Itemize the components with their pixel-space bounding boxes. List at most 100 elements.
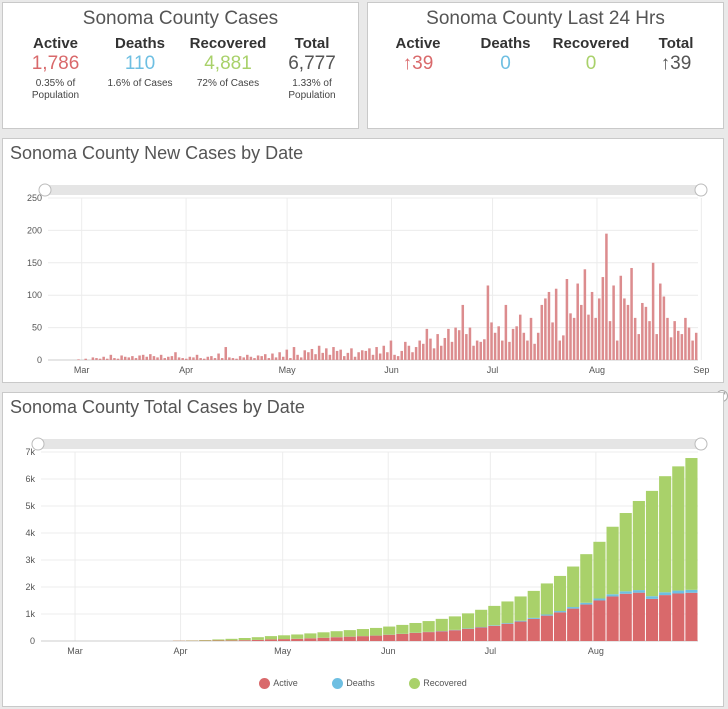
bar-new-cases bbox=[518, 314, 522, 360]
bar-new-cases bbox=[633, 317, 637, 360]
last24-total: Total ↑39 bbox=[636, 35, 716, 75]
bar-new-cases bbox=[414, 347, 418, 360]
bar-recovered bbox=[435, 618, 448, 632]
bar-recovered bbox=[540, 583, 553, 615]
range-handle-right bbox=[694, 183, 708, 197]
bar-new-cases bbox=[580, 304, 583, 360]
bar-new-cases bbox=[321, 352, 324, 360]
bar-new-cases bbox=[299, 357, 303, 360]
bar-deaths bbox=[527, 617, 540, 619]
bar-active bbox=[632, 592, 645, 641]
bar-recovered bbox=[396, 624, 409, 634]
bar-new-cases bbox=[393, 354, 396, 360]
bar-new-cases bbox=[486, 285, 490, 360]
bar-new-cases bbox=[684, 317, 687, 360]
last24-total-value: ↑39 bbox=[660, 53, 692, 74]
y-tick-label: 1k bbox=[25, 609, 35, 619]
bar-active bbox=[619, 593, 632, 641]
bar-new-cases bbox=[149, 354, 152, 360]
bar-new-cases bbox=[217, 353, 220, 360]
bar-new-cases bbox=[540, 304, 544, 360]
bar-new-cases bbox=[91, 357, 95, 360]
bar-new-cases bbox=[490, 322, 493, 360]
bar-new-cases bbox=[113, 358, 116, 360]
bar-new-cases bbox=[626, 304, 630, 360]
bar-new-cases bbox=[454, 327, 457, 360]
bar-new-cases bbox=[357, 352, 360, 360]
bar-new-cases bbox=[267, 358, 271, 360]
bar-new-cases bbox=[429, 338, 432, 360]
bar-new-cases bbox=[249, 356, 253, 360]
last24-recovered: Recovered 0 bbox=[546, 35, 636, 75]
bar-recovered bbox=[672, 466, 685, 591]
bar-new-cases bbox=[687, 327, 691, 360]
bar-new-cases bbox=[576, 283, 579, 360]
active-value: 1,786 bbox=[31, 53, 80, 74]
bar-active bbox=[645, 598, 659, 641]
bar-new-cases bbox=[547, 291, 551, 360]
x-tick-label: Apr bbox=[174, 646, 188, 656]
bar-new-cases bbox=[292, 347, 296, 360]
total-cases-panel: Sonoma County Total Cases by Date 0 1k 2k 3… bbox=[2, 392, 724, 707]
bar-recovered bbox=[645, 490, 659, 597]
bar-recovered bbox=[383, 626, 396, 635]
bar-new-cases bbox=[465, 334, 468, 360]
bar-new-cases bbox=[400, 350, 403, 360]
legend-item-active[interactable]: Active bbox=[259, 678, 298, 690]
bar-new-cases bbox=[533, 343, 536, 360]
legend-dot-recovered bbox=[409, 678, 421, 690]
bar-new-cases bbox=[185, 358, 188, 360]
range-scrollbar bbox=[40, 185, 706, 195]
recovered-label: Recovered bbox=[189, 35, 267, 52]
bar-recovered bbox=[199, 640, 212, 641]
bar-new-cases bbox=[289, 358, 292, 360]
bar-new-cases bbox=[439, 345, 443, 360]
bar-deaths bbox=[606, 594, 619, 597]
last24-recovered-value: 0 bbox=[585, 53, 597, 74]
bar-new-cases bbox=[662, 296, 666, 360]
x-tick-label: Jul bbox=[485, 646, 497, 656]
bar-active bbox=[553, 612, 567, 641]
bar-new-cases bbox=[335, 350, 339, 360]
legend-item-recovered[interactable]: Recovered bbox=[409, 678, 467, 690]
total-sub: 1.33% of Population bbox=[288, 78, 336, 101]
bar-new-cases bbox=[562, 335, 565, 360]
bar-recovered bbox=[251, 637, 264, 640]
deaths-sub: 1.6% of Cases bbox=[107, 78, 173, 89]
bar-new-cases bbox=[536, 332, 540, 360]
bar-new-cases bbox=[659, 283, 662, 360]
bar-new-cases bbox=[479, 341, 482, 360]
bar-recovered bbox=[409, 622, 422, 633]
bar-new-cases bbox=[587, 314, 590, 360]
last24-deaths: Deaths 0 bbox=[463, 35, 548, 75]
bar-new-cases bbox=[601, 277, 605, 360]
last24-active-label: Active bbox=[395, 35, 441, 52]
bar-new-cases bbox=[332, 347, 335, 360]
bar-new-cases bbox=[572, 317, 576, 360]
bar-new-cases bbox=[120, 355, 123, 360]
bar-new-cases bbox=[526, 340, 529, 360]
bar-recovered bbox=[514, 596, 527, 621]
bar-recovered bbox=[317, 632, 330, 638]
bar-new-cases bbox=[648, 321, 651, 360]
bar-new-cases bbox=[522, 332, 526, 360]
bar-new-cases bbox=[224, 347, 228, 360]
y-tick-label: 5k bbox=[25, 501, 35, 511]
bar-new-cases bbox=[651, 262, 655, 360]
bar-new-cases bbox=[310, 348, 314, 360]
total-label: Total bbox=[294, 35, 330, 52]
last24-recovered-label: Recovered bbox=[552, 35, 630, 52]
bar-new-cases bbox=[676, 330, 680, 360]
bar-new-cases bbox=[181, 358, 184, 360]
bar-deaths bbox=[501, 623, 514, 624]
bar-active bbox=[540, 615, 553, 641]
bar-new-cases bbox=[256, 355, 260, 360]
bar-new-cases bbox=[597, 298, 601, 360]
bar-new-cases bbox=[615, 340, 619, 360]
bar-new-cases bbox=[382, 345, 386, 360]
legend-item-deaths[interactable]: Deaths bbox=[332, 678, 375, 690]
bar-recovered bbox=[461, 613, 475, 629]
bar-new-cases bbox=[497, 326, 500, 360]
bar-recovered bbox=[291, 634, 304, 639]
bar-active bbox=[580, 604, 593, 641]
